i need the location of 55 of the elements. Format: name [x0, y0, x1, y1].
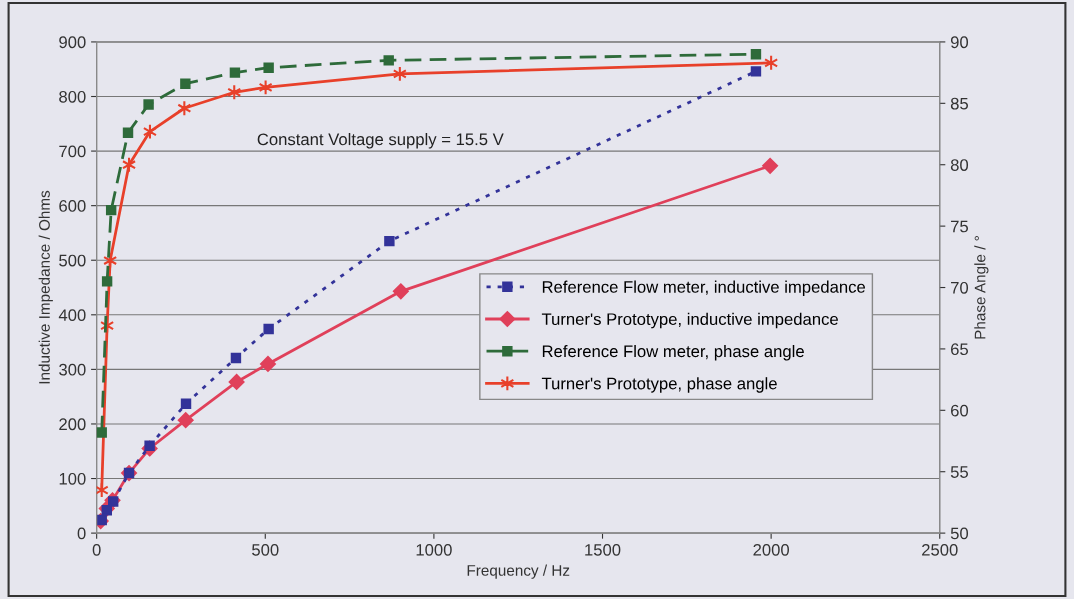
point [143, 99, 154, 110]
point [230, 352, 242, 364]
legend-label: Turner's Prototype, inductive impedance [541, 312, 838, 329]
point [384, 235, 395, 247]
point [177, 412, 194, 429]
point [260, 356, 276, 372]
y-tick-label: 0 [77, 527, 86, 540]
y-tick-label: 400 [58, 309, 86, 322]
y-tick-label: 300 [59, 363, 86, 376]
y-tick-label: 100 [59, 472, 86, 485]
y2-tick-label: 60 [951, 404, 969, 417]
y-tick-label: 900 [59, 36, 86, 49]
y2-tick-label: 85 [950, 97, 969, 110]
legend-label: Turner's Prototype, phase angle [541, 377, 777, 393]
point [383, 55, 394, 66]
x-tick-label: 2000 [753, 543, 790, 556]
x-tick-label: 1500 [585, 543, 621, 556]
y2-tick-label: 75 [951, 220, 969, 233]
x-tick-label: 0 [92, 543, 101, 556]
y-tick-label: 500 [59, 254, 86, 267]
y-tick-label: 800 [59, 90, 86, 103]
legend-label: Reference Flow meter, inductive impedance [542, 280, 866, 297]
point [228, 374, 245, 390]
y2-tick-label: 50 [950, 527, 969, 540]
y-tick-label: 200 [59, 418, 86, 431]
point [392, 283, 409, 300]
point [750, 49, 762, 60]
point [180, 78, 191, 89]
point [263, 323, 274, 335]
point [762, 157, 779, 174]
point [263, 62, 274, 73]
x-tick-label: 500 [252, 543, 279, 556]
point [180, 398, 192, 409]
y2-tick-label: 80 [950, 159, 969, 171]
x-tick-label: 2500 [922, 543, 958, 556]
x-tick-label: 1000 [416, 543, 452, 556]
legend-label: Reference Flow meter, phase angle [542, 344, 804, 361]
y-tick-label: 700 [59, 145, 86, 158]
point [101, 276, 113, 287]
x-axis-title: Frequency / Hz [467, 564, 570, 579]
point [96, 482, 109, 499]
point [105, 204, 117, 216]
y2-axis-title: Phase Angle / ° [974, 236, 989, 339]
y2-tick-label: 90 [950, 36, 969, 49]
y2-tick-label: 70 [951, 281, 969, 294]
annotation: Constant Voltage supply = 15.5 V [257, 133, 504, 149]
y-axis-title: Inductive Impedance / Ohms [38, 190, 53, 384]
point [96, 427, 107, 438]
y2-tick-label: 65 [951, 343, 969, 356]
y-tick-label: 600 [59, 200, 86, 212]
point [122, 127, 134, 139]
point [229, 67, 241, 78]
y2-tick-label: 55 [950, 466, 969, 478]
point [750, 66, 762, 77]
point [96, 514, 107, 526]
